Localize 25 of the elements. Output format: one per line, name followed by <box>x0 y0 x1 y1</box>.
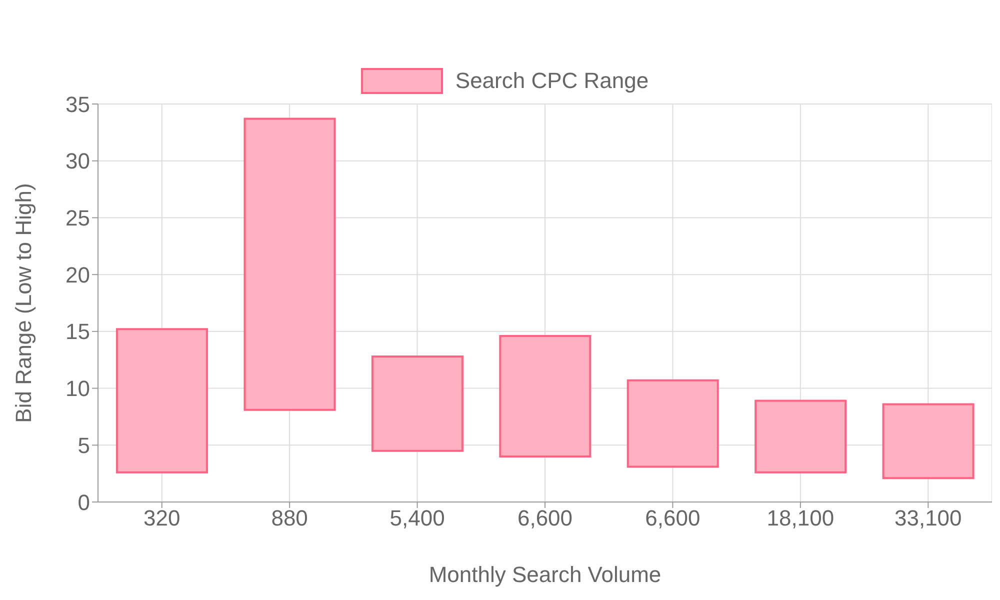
y-tick-label: 25 <box>66 206 90 231</box>
bar <box>499 334 592 458</box>
bar <box>754 400 847 474</box>
bar <box>116 328 208 474</box>
bar <box>626 379 719 468</box>
legend-label: Search CPC Range <box>455 68 649 94</box>
x-tick-label: 6,600 <box>645 506 700 531</box>
y-axis-title: Bid Range (Low to High) <box>10 183 36 423</box>
x-axis-title: Monthly Search Volume <box>428 562 662 587</box>
y-tick-label: 20 <box>66 262 90 288</box>
y-tick-label: 15 <box>66 319 90 344</box>
x-tick-label: 33,100 <box>894 506 962 531</box>
x-tick-label: 320 <box>144 506 180 531</box>
x-tick-label: 6,600 <box>517 506 573 531</box>
y-tick-label: 5 <box>78 432 90 458</box>
x-tick-label: 18,100 <box>766 506 834 531</box>
bar <box>882 403 974 480</box>
y-tick-label: 30 <box>66 148 90 174</box>
bar <box>371 355 464 452</box>
bar <box>244 118 336 411</box>
y-tick-label: 10 <box>66 376 90 402</box>
x-tick-label: 5,400 <box>390 506 445 531</box>
x-tick-label: 880 <box>271 506 308 531</box>
y-tick-label: 0 <box>78 490 90 515</box>
y-tick-label: 35 <box>66 92 90 117</box>
